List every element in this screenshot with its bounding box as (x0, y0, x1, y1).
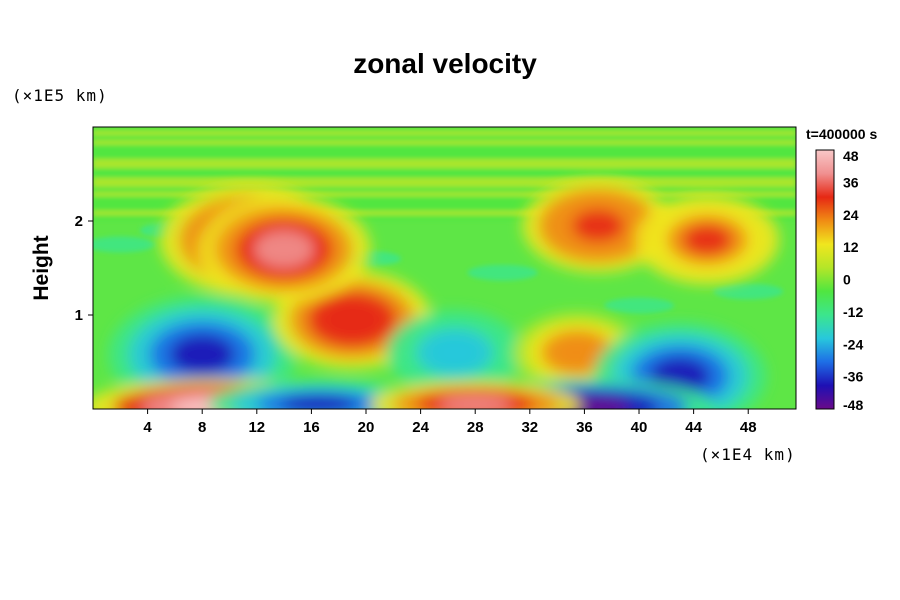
heatmap-feature (369, 381, 581, 409)
x-tick-label: 8 (198, 419, 206, 436)
heatmap-band (93, 139, 796, 145)
heatmap-feature (593, 322, 767, 409)
x-tick-label: 16 (303, 419, 320, 436)
heatmap-band (604, 297, 675, 314)
colorbar-ticks: 48 36 24 12 0 -12 -24 -36 -48 (843, 148, 863, 413)
x-tick-label: 12 (248, 419, 265, 436)
heatmap-band (93, 186, 796, 192)
heatmap-band (93, 209, 796, 216)
heatmap-band (93, 236, 156, 253)
heatmap-band (93, 181, 796, 188)
heatmap-band (93, 143, 796, 150)
plot-frame (92, 126, 797, 410)
heatmap-field (93, 127, 796, 409)
x-tick-label: 40 (631, 419, 648, 436)
colorbar (815, 149, 835, 410)
heatmap-band (93, 158, 796, 164)
heatmap-feature (635, 195, 780, 285)
colorbar-tick-label: -24 (843, 336, 863, 352)
heatmap-band (93, 134, 796, 141)
heatmap-feature (197, 195, 371, 303)
chart-title: zonal velocity (353, 48, 537, 79)
colorbar-tick-label: 36 (843, 174, 859, 190)
heatmap-band (93, 167, 796, 174)
y-tick-label: 1 (75, 307, 83, 324)
heatmap-feature (386, 310, 524, 396)
heatmap-band (93, 148, 796, 155)
x-tick-label: 4 (143, 419, 152, 436)
x-tick-label: 48 (740, 419, 757, 436)
x-tick-label: 28 (467, 419, 484, 436)
y-axis-label: Height (30, 235, 53, 300)
x-tick-label: 20 (358, 419, 375, 436)
x-tick-label: 24 (412, 419, 429, 436)
x-unit-label: (×1E4 km) (700, 445, 796, 464)
heatmap-band (93, 195, 796, 202)
heatmap-band (93, 172, 796, 178)
colorbar-tick-label: 24 (843, 207, 859, 223)
heatmap-band (93, 127, 796, 131)
heatmap-band (713, 283, 784, 300)
y-unit-label: (×1E5 km) (12, 86, 108, 105)
heatmap-band (93, 200, 796, 207)
heatmap-band (93, 176, 796, 183)
x-axis-ticks: 4 8 12 16 20 24 28 32 36 40 44 48 (143, 409, 757, 436)
heatmap-band (93, 205, 796, 211)
heatmap-band (93, 162, 796, 169)
colorbar-tick-label: -36 (843, 369, 863, 385)
heatmap-feature (522, 178, 674, 273)
heatmap-band (93, 214, 796, 221)
colorbar-tick-label: -12 (843, 304, 863, 320)
colorbar-tick-label: 48 (843, 148, 859, 164)
heatmap-band (93, 190, 796, 197)
x-tick-label: 36 (576, 419, 593, 436)
y-tick-label: 2 (75, 213, 83, 230)
colorbar-tick-label: 12 (843, 239, 859, 255)
heatmap-band (93, 129, 796, 136)
colorbar-tick-label: 0 (843, 272, 851, 288)
heatmap-band (93, 153, 796, 160)
x-tick-label: 44 (685, 419, 702, 436)
colorbar-tick-label: -48 (843, 397, 863, 413)
heatmap-band (467, 264, 538, 281)
heatmap-features (93, 178, 780, 409)
x-tick-label: 32 (521, 419, 538, 436)
time-label: t=400000 s (806, 126, 877, 142)
y-axis-ticks: 12 (75, 213, 93, 324)
